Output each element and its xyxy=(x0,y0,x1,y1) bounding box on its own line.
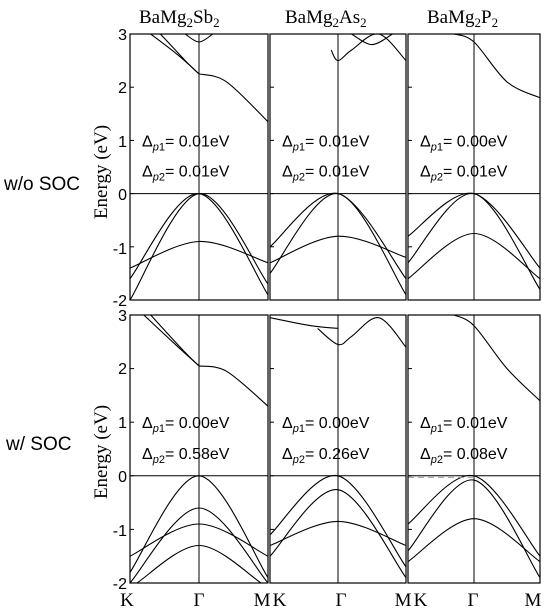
conduction-band xyxy=(184,34,214,43)
y-tick: -1 xyxy=(113,523,127,540)
band-panels: Δp1= 0.01eV Δp2= 0.01eV Δp1= 0.01eV Δp2= 0.… xyxy=(129,33,541,584)
conduction-band xyxy=(150,315,200,367)
panel-frame xyxy=(407,33,541,301)
column-title-as: BaMg2As2 xyxy=(285,7,367,30)
valence-band xyxy=(130,507,268,583)
x-tick-gamma: Γ xyxy=(194,590,205,611)
gap-label: Δp1= 0.01eV xyxy=(282,133,370,153)
conduction-band xyxy=(453,34,540,99)
panel-frame xyxy=(269,314,407,584)
gap-label: Δp2= 0.01eV xyxy=(142,164,230,184)
y-tick: 3 xyxy=(118,27,127,44)
gap-label: Δp2= 0.01eV xyxy=(420,164,508,184)
panel-frame xyxy=(407,314,541,584)
band-panel xyxy=(130,34,268,300)
panel-frame xyxy=(129,33,269,301)
gap-label: Δp1= 0.01eV xyxy=(142,133,230,153)
conduction-band xyxy=(198,73,268,123)
valence-band xyxy=(270,193,406,296)
valence-band xyxy=(270,520,406,547)
y-tick: 1 xyxy=(118,134,127,151)
valence-band xyxy=(408,232,540,280)
row-label-without-soc: w/o SOC xyxy=(3,174,80,195)
y-ticks-top: 3 2 1 0 -1 -2 xyxy=(113,27,127,310)
conduction-band xyxy=(198,365,268,407)
y-tick: 3 xyxy=(118,308,127,325)
panel-frame xyxy=(129,314,269,584)
y-tick: 0 xyxy=(118,469,127,486)
y-tick: 2 xyxy=(118,80,127,97)
band-panel xyxy=(130,315,268,583)
y-tick: -2 xyxy=(113,293,127,310)
band-panel xyxy=(408,34,540,300)
gap-label: Δp1= 0.00eV xyxy=(282,415,370,435)
valence-band xyxy=(270,475,406,568)
y-ticks-bottom: 3 2 1 0 -1 -2 xyxy=(113,308,127,593)
conduction-band xyxy=(270,317,339,329)
y-tick: -1 xyxy=(113,241,127,258)
valence-band xyxy=(130,523,268,557)
valence-band xyxy=(408,475,540,557)
gap-label: Δp1= 0.01eV xyxy=(420,415,508,435)
valence-band xyxy=(130,475,268,578)
y-tick: -2 xyxy=(113,576,127,593)
x-tick-gamma: Γ xyxy=(336,590,347,611)
band-panel xyxy=(408,315,540,583)
x-tick-gamma: Γ xyxy=(468,590,479,611)
column-title-sb: BaMg2Sb2 xyxy=(139,7,220,30)
column-title-p: BaMg2P2 xyxy=(427,7,498,30)
row-label-with-soc: w/ SOC xyxy=(5,434,71,455)
valence-band xyxy=(408,479,540,578)
y-axis-label-bottom: Energy (eV) xyxy=(91,405,112,499)
x-tick-k: K xyxy=(120,590,134,611)
y-tick: 0 xyxy=(118,187,127,204)
panel-frame xyxy=(269,33,407,301)
gap-label: Δp2= 0.08eV xyxy=(420,446,508,466)
valence-band xyxy=(408,193,540,290)
conduction-band xyxy=(159,34,200,75)
valence-band xyxy=(408,518,540,563)
valence-band xyxy=(136,544,262,583)
y-axis-label-top: Energy (eV) xyxy=(91,125,112,219)
conduction-band xyxy=(330,34,406,62)
gap-label: Δp2= 0.58eV xyxy=(142,446,230,466)
valence-band xyxy=(270,489,406,578)
band-panel xyxy=(270,34,406,300)
conduction-band xyxy=(150,34,200,75)
gap-label: Δp1= 0.00eV xyxy=(142,415,230,435)
y-tick: 1 xyxy=(118,415,127,432)
band-panel xyxy=(270,315,406,583)
gap-label: Δp1= 0.00eV xyxy=(420,133,508,153)
conduction-band xyxy=(317,317,406,348)
valence-band xyxy=(270,235,406,264)
conduction-band xyxy=(453,315,540,402)
valence-band xyxy=(130,240,268,269)
y-tick: 2 xyxy=(118,361,127,378)
conduction-band xyxy=(351,34,393,46)
gap-label: Δp2= 0.26eV xyxy=(282,446,370,466)
gap-label: Δp2= 0.01eV xyxy=(282,164,370,184)
x-tick-m: M xyxy=(525,590,542,611)
